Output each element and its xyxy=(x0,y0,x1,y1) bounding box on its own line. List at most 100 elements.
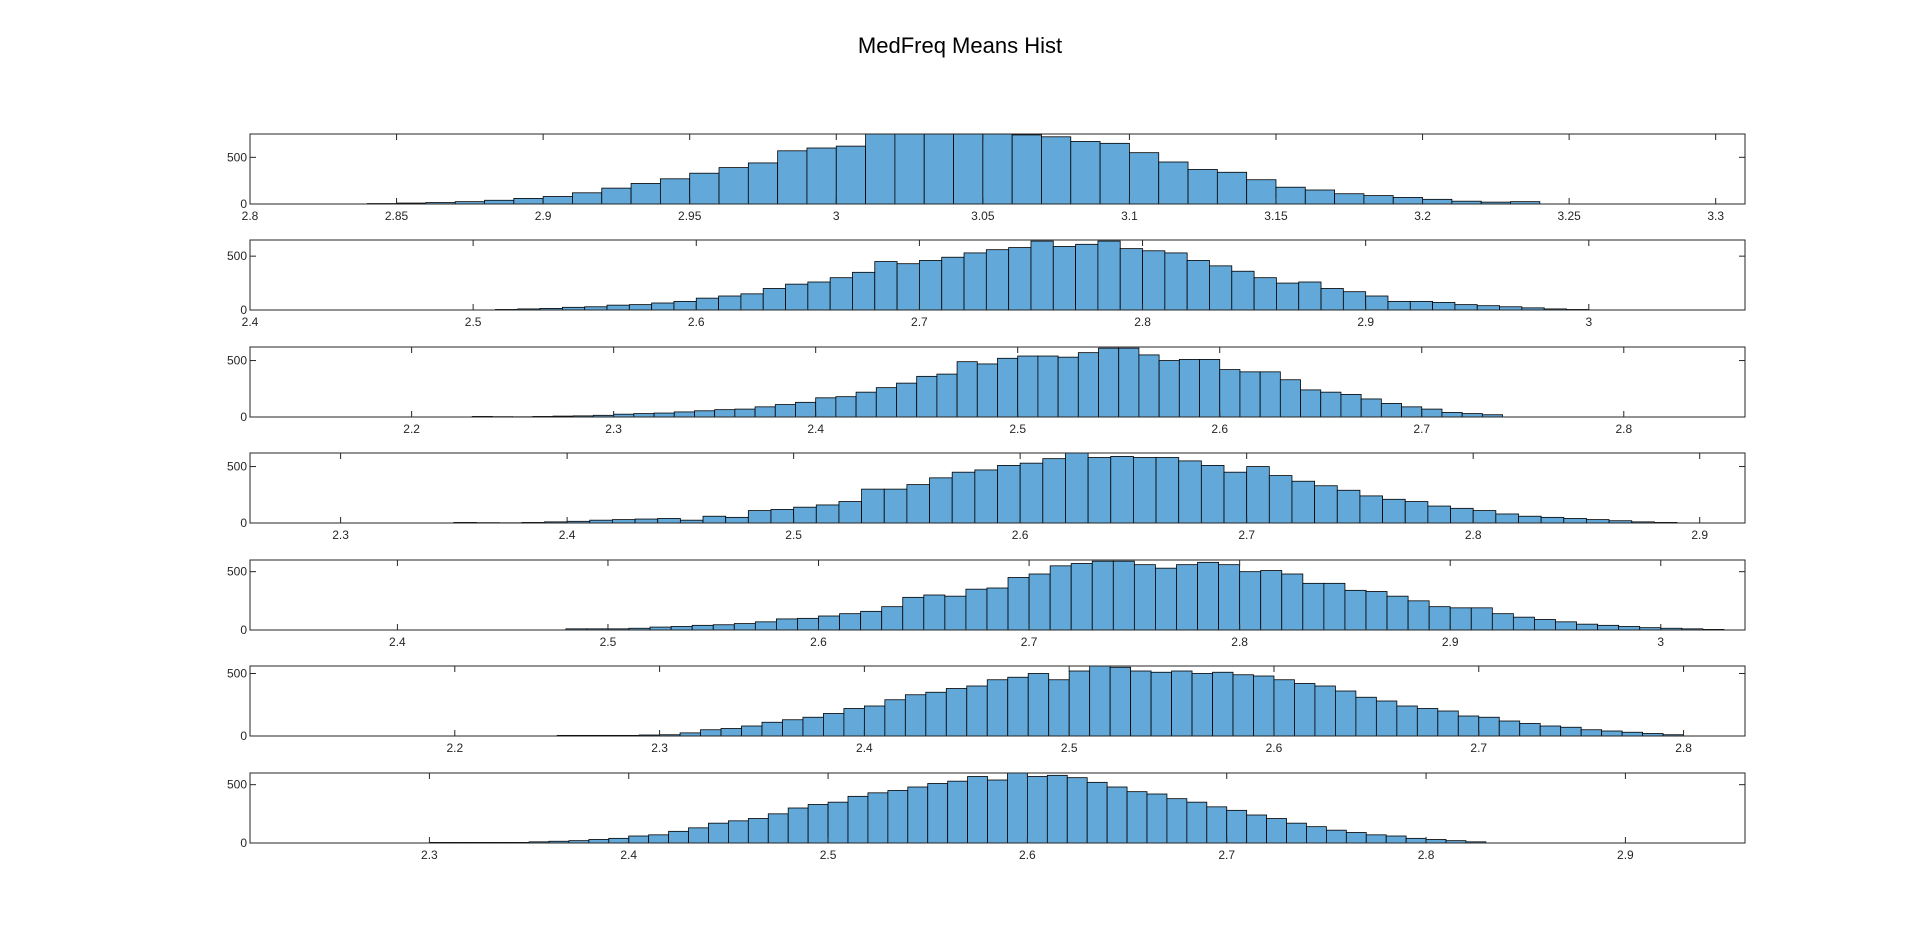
histogram-bar xyxy=(725,516,749,524)
histogram-bar xyxy=(1268,475,1293,524)
histogram-bar xyxy=(1138,354,1160,418)
y-tick-label: 0 xyxy=(240,516,247,530)
histogram-bar xyxy=(906,484,930,524)
histogram-bar xyxy=(945,688,968,737)
x-tick-label: 2.7 xyxy=(1021,635,1038,649)
histogram-bar xyxy=(835,396,857,418)
histogram-bar xyxy=(1146,793,1168,844)
histogram-bar xyxy=(1432,302,1456,311)
histogram-bar xyxy=(1178,460,1202,524)
histogram-bar xyxy=(688,827,709,844)
x-tick-label: 3.2 xyxy=(1414,209,1431,223)
histogram-bar xyxy=(484,199,515,205)
y-tick-label: 0 xyxy=(240,410,247,424)
histogram-bar xyxy=(1065,452,1089,524)
histogram-bar xyxy=(1294,683,1316,737)
histogram-bar xyxy=(807,804,829,844)
histogram-bar xyxy=(1359,495,1383,524)
histogram-bar xyxy=(884,699,906,737)
histogram-bar xyxy=(754,406,776,418)
histogram-bar xyxy=(1340,394,1362,418)
x-tick-label: 2.6 xyxy=(1012,528,1029,542)
histogram-bar xyxy=(929,477,953,524)
histogram-bar xyxy=(1472,510,1497,524)
x-tick-label: 2.3 xyxy=(605,422,622,436)
histogram-bar xyxy=(1232,674,1254,737)
histogram-bar xyxy=(657,518,681,524)
histogram-bar xyxy=(1555,621,1577,631)
histogram-bar xyxy=(1209,265,1233,311)
histogram-bar xyxy=(776,618,798,631)
histogram-bar xyxy=(1091,560,1114,631)
histogram-bar xyxy=(691,624,714,631)
x-tick-label: 2.8 xyxy=(1231,635,1248,649)
histogram-panel-3: 2.2 2.3 2.4 2.5 2.6 2.7 2.8 0 500 xyxy=(227,346,1746,436)
histogram-bar xyxy=(733,623,756,631)
histogram-bar xyxy=(1199,359,1221,418)
histogram-bar xyxy=(941,256,965,311)
histogram-bar xyxy=(916,375,938,418)
histogram-panel-2: 2.4 2.5 2.6 2.7 2.8 2.9 3 0 500 xyxy=(227,239,1746,329)
histogram-panel-7: 2.3 2.4 2.5 2.6 2.7 2.8 2.9 0 500 xyxy=(227,772,1746,862)
histogram-bar xyxy=(653,412,675,418)
histogram-bar xyxy=(1133,457,1157,524)
histogram-bar xyxy=(1158,161,1189,205)
histogram-bar xyxy=(1534,619,1556,631)
histogram-bar xyxy=(770,509,795,524)
x-tick-label: 2.5 xyxy=(465,315,482,329)
x-tick-label: 2.8 xyxy=(1465,528,1482,542)
histogram-bar xyxy=(1345,832,1367,844)
histogram-bar xyxy=(883,488,908,524)
x-tick-label: 2.4 xyxy=(389,635,406,649)
histogram-bar xyxy=(1306,826,1327,844)
x-tick-label: 2.5 xyxy=(785,528,802,542)
histogram-bar xyxy=(1386,595,1409,631)
histogram-bar xyxy=(761,721,783,737)
histogram-bar xyxy=(1150,671,1172,737)
histogram-bar xyxy=(1260,570,1283,631)
histogram-bar xyxy=(659,178,691,205)
histogram-bar xyxy=(956,361,978,418)
histogram-bar xyxy=(1428,606,1451,631)
histogram-bar xyxy=(1421,408,1443,418)
histogram-bar xyxy=(1478,716,1500,737)
x-tick-label: 2.8 xyxy=(1418,848,1435,862)
histogram-bar xyxy=(1109,666,1132,737)
histogram-bar xyxy=(843,708,865,737)
x-tick-label: 2.9 xyxy=(1357,315,1374,329)
histogram-bar xyxy=(1011,134,1042,205)
histogram-bar xyxy=(1019,462,1044,524)
histogram-bar xyxy=(1129,152,1160,205)
histogram-bar xyxy=(542,196,573,205)
histogram-bar xyxy=(1427,505,1451,524)
histogram-bar xyxy=(1041,136,1072,205)
histogram-bar xyxy=(1253,277,1277,311)
histogram-bar xyxy=(1601,730,1623,737)
axes-box xyxy=(249,665,1746,737)
histogram-bar xyxy=(1560,726,1582,737)
histogram-bar xyxy=(1380,403,1402,418)
histogram-bar xyxy=(1519,723,1541,737)
histogram-bar xyxy=(795,401,817,418)
histogram-bar xyxy=(985,249,1010,311)
histogram-bar xyxy=(1049,565,1072,631)
histogram-bar xyxy=(734,408,756,418)
x-tick-label: 3 xyxy=(1585,315,1592,329)
x-tick-label: 2.85 xyxy=(385,209,409,223)
histogram-bar xyxy=(1037,355,1059,418)
histogram-bar xyxy=(1223,471,1248,524)
x-tick-label: 3.1 xyxy=(1121,209,1138,223)
histogram-bar xyxy=(601,187,632,205)
histogram-bar xyxy=(847,795,869,844)
y-tick-label: 500 xyxy=(227,778,247,792)
histogram-bar xyxy=(1226,809,1248,844)
histogram-bar xyxy=(1454,304,1478,311)
x-tick-label: 3.25 xyxy=(1557,209,1581,223)
histogram-bar xyxy=(1052,246,1076,311)
histogram-bar xyxy=(1197,561,1220,631)
histogram-bar xyxy=(1046,774,1068,844)
histogram-bar xyxy=(1291,480,1316,524)
y-tick-label: 0 xyxy=(240,729,247,743)
histogram-bar xyxy=(1450,507,1474,524)
histogram-bar xyxy=(1491,613,1514,631)
